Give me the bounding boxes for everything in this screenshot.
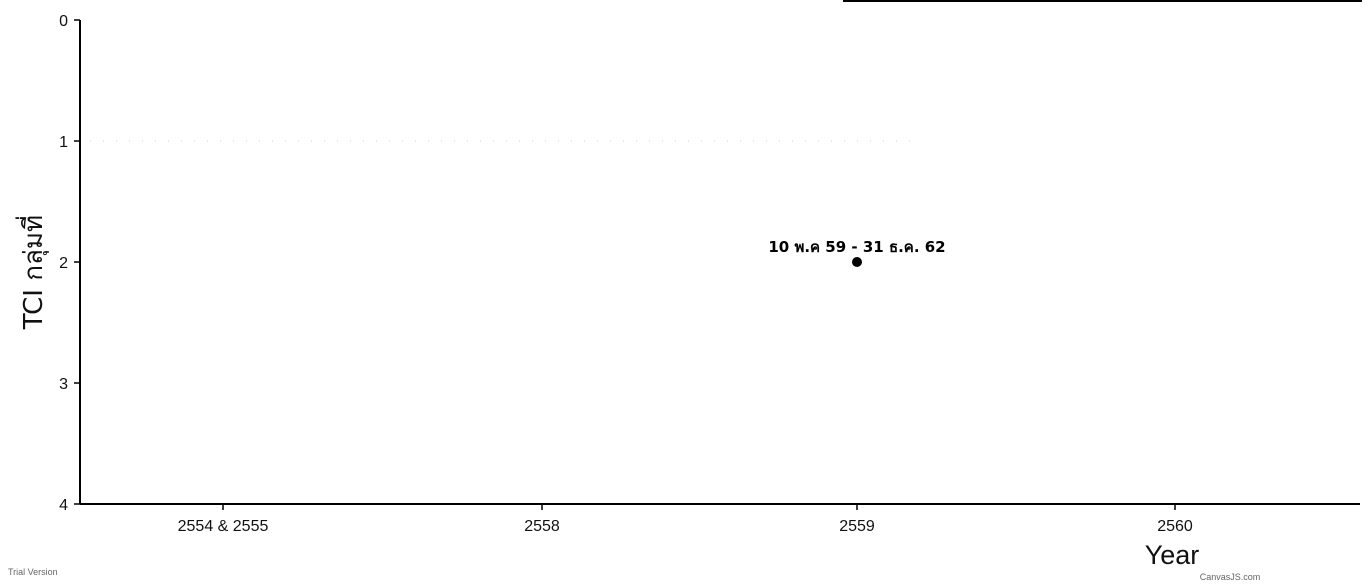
x-tick-label: 2560	[1157, 518, 1193, 535]
x-tick-group: 2554 & 2555 2558 2559 2560	[178, 504, 1193, 535]
data-points: 10 พ.ค 59 - 31 ธ.ค. 62	[768, 238, 946, 267]
x-tick-label: 2558	[524, 518, 560, 535]
y-tick-label: 0	[59, 13, 68, 30]
y-axis-title: TCI กลุ่มที่	[15, 215, 49, 330]
x-tick-label: 2554 & 2555	[178, 518, 269, 535]
canvasjs-credit: CanvasJS.com	[1200, 572, 1261, 582]
y-tick-label: 4	[59, 497, 68, 514]
data-point[interactable]	[852, 257, 862, 267]
y-tick-label: 1	[59, 134, 68, 151]
y-tick-label: 2	[59, 255, 68, 272]
x-tick-label: 2559	[839, 518, 875, 535]
x-axis-title: Year	[1145, 540, 1200, 570]
y-tick-label: 3	[59, 376, 68, 393]
point-label: 10 พ.ค 59 - 31 ธ.ค. 62	[768, 238, 945, 256]
trial-version-note: Trial Version	[8, 567, 58, 577]
y-tick-group: 0 1 2 3 4	[59, 13, 80, 514]
